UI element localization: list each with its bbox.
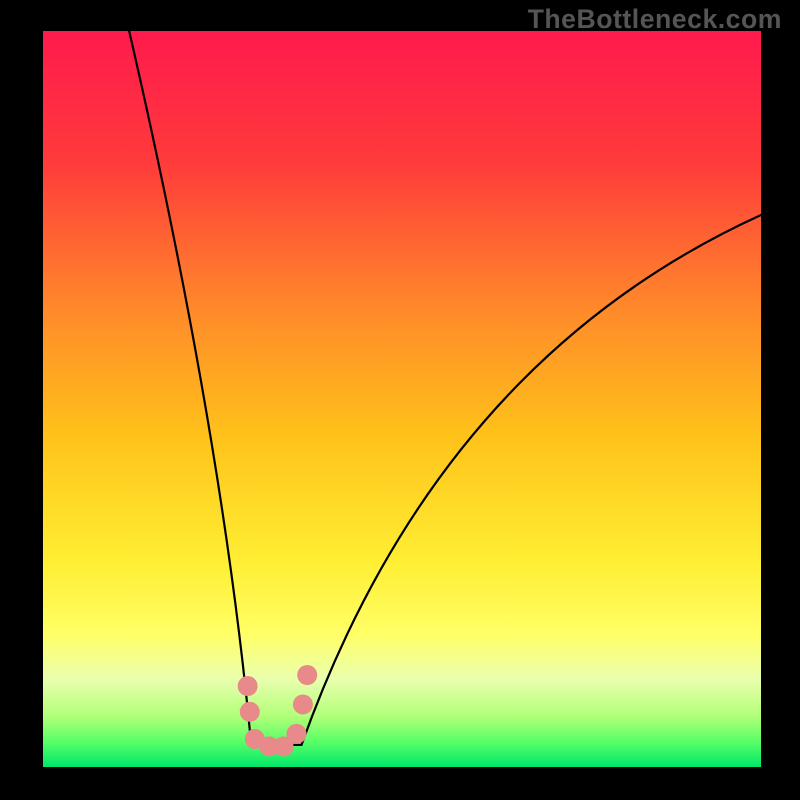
marker-dot <box>286 724 306 744</box>
plot-background <box>43 31 761 767</box>
bottleneck-chart <box>0 0 800 800</box>
marker-dot <box>293 694 313 714</box>
marker-dot <box>238 676 258 696</box>
watermark-text: TheBottleneck.com <box>528 4 782 35</box>
frame: TheBottleneck.com <box>0 0 800 800</box>
marker-dot <box>240 702 260 722</box>
marker-dot <box>297 665 317 685</box>
